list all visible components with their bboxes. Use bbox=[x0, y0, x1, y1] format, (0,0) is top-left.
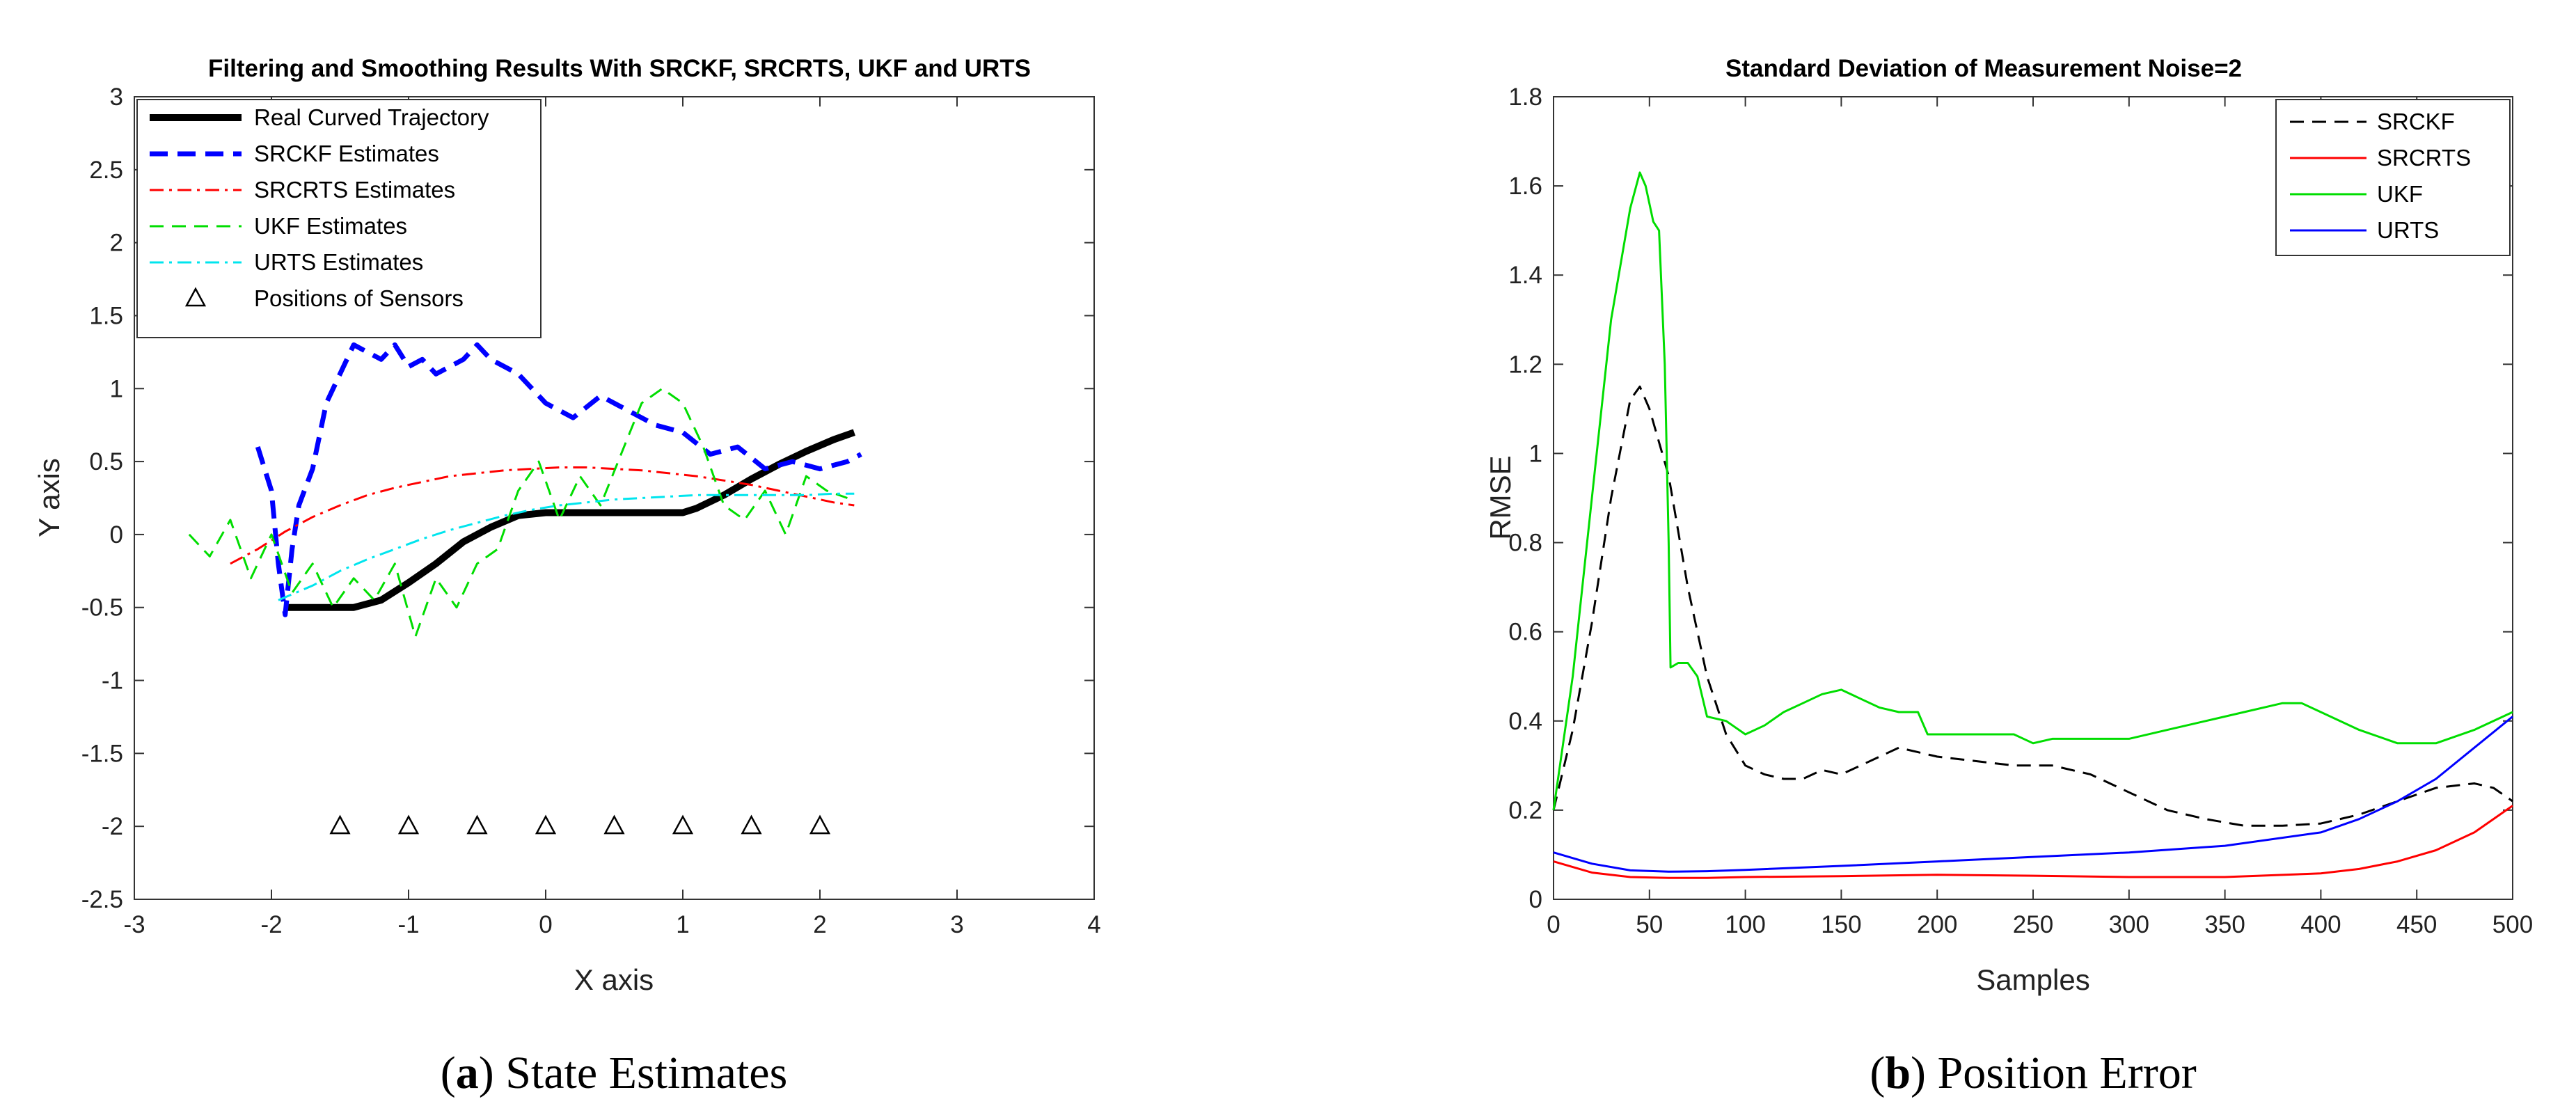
legend-label: SRCRTS Estimates bbox=[254, 177, 455, 203]
sensor-marker bbox=[809, 814, 831, 835]
panel-b-legend-box bbox=[2275, 99, 2511, 256]
sensor-marker bbox=[466, 814, 488, 835]
legend-label: SRCKF Estimates bbox=[254, 141, 439, 166]
y-tick-label: 2 bbox=[110, 230, 123, 257]
sensor-marker bbox=[535, 814, 557, 835]
legend-label: SRCRTS bbox=[2377, 145, 2471, 171]
panel-b-ticks: 0 50 100 150 200 250 300 350 400 450 500 0 0.2 0.4 0.6… bbox=[1508, 84, 2533, 938]
y-tick-label: 0.6 bbox=[1508, 619, 1542, 646]
x-tick-label: 500 bbox=[2492, 911, 2533, 938]
panel-b-title: Standard Deviation of Measurement Noise=… bbox=[1725, 55, 2242, 82]
y-tick-label: 1.5 bbox=[89, 302, 123, 329]
panel-a-legend-box bbox=[136, 99, 542, 338]
x-tick-label: 0 bbox=[1547, 911, 1560, 938]
panel-a-legend: Real Curved Trajectory SRCKF Estimates SRC… bbox=[136, 99, 542, 338]
y-tick-label: 1 bbox=[1529, 440, 1542, 467]
x-tick-label: 400 bbox=[2300, 911, 2341, 938]
y-tick-label: 0.4 bbox=[1508, 708, 1542, 735]
legend-label: SRCKF bbox=[2377, 109, 2455, 134]
y-tick-label: 0.5 bbox=[89, 448, 123, 475]
x-tick-label: 100 bbox=[1725, 911, 1765, 938]
series-line-3 bbox=[1553, 716, 2513, 873]
x-tick-label: 350 bbox=[2204, 911, 2245, 938]
panel-a-ylabel: Y axis bbox=[33, 458, 65, 537]
x-tick-label: 200 bbox=[1917, 911, 1957, 938]
legend-label: Real Curved Trajectory bbox=[254, 104, 489, 130]
panel-a: Filtering and Smoothing Results With SRC… bbox=[33, 55, 1101, 1098]
y-tick-label: 1.4 bbox=[1508, 262, 1542, 289]
y-tick-label: 1 bbox=[110, 375, 123, 402]
series-line-3 bbox=[188, 387, 848, 638]
y-tick-label: -0.5 bbox=[81, 594, 123, 622]
x-tick-label: 1 bbox=[676, 911, 689, 938]
x-tick-label: 2 bbox=[813, 911, 826, 938]
series-line-1 bbox=[1553, 805, 2513, 879]
y-tick-label: -2.5 bbox=[81, 886, 123, 913]
x-tick-label: -2 bbox=[260, 911, 282, 938]
panel-b-xlabel: Samples bbox=[1976, 963, 2089, 996]
series-line-2 bbox=[230, 466, 855, 565]
panel-a-xlabel: X axis bbox=[574, 963, 654, 996]
y-tick-label: 2.5 bbox=[89, 157, 123, 184]
y-tick-label: 1.8 bbox=[1508, 84, 1542, 111]
legend-label: UKF Estimates bbox=[254, 213, 407, 239]
y-tick-label: 0 bbox=[110, 521, 123, 548]
x-tick-label: 250 bbox=[2013, 911, 2053, 938]
y-tick-label: -2 bbox=[102, 813, 123, 840]
sensor-marker bbox=[329, 814, 351, 835]
sensor-marker bbox=[741, 814, 762, 835]
legend-label: UKF bbox=[2377, 181, 2423, 207]
x-tick-label: 300 bbox=[2109, 911, 2149, 938]
sensor-marker bbox=[672, 814, 694, 835]
y-tick-label: 3 bbox=[110, 84, 123, 111]
panel-a-caption: (a) State Estimates bbox=[441, 1048, 788, 1098]
legend-swatch bbox=[184, 287, 207, 307]
y-tick-label: 0.8 bbox=[1508, 530, 1542, 557]
x-tick-label: 4 bbox=[1087, 911, 1100, 938]
panel-b-legend: SRCKF SRCRTS UKF URTS bbox=[2275, 99, 2511, 256]
legend-label: URTS Estimates bbox=[254, 249, 423, 275]
series-line-4 bbox=[278, 492, 855, 601]
x-tick-label: 450 bbox=[2396, 911, 2437, 938]
legend-label: Positions of Sensors bbox=[254, 285, 464, 311]
x-tick-label: 50 bbox=[1636, 911, 1663, 938]
y-tick-label: -1 bbox=[102, 668, 123, 695]
panel-b-series bbox=[1552, 171, 2513, 879]
sensor-marker bbox=[603, 814, 625, 835]
panel-b-caption: (b) Position Error bbox=[1870, 1048, 2196, 1098]
legend-label: URTS bbox=[2377, 217, 2439, 243]
x-tick-label: 150 bbox=[1821, 911, 1861, 938]
x-tick-label: 3 bbox=[950, 911, 963, 938]
y-tick-label: 0.2 bbox=[1508, 797, 1542, 824]
series-line-0 bbox=[285, 429, 855, 611]
y-tick-label: 0 bbox=[1529, 886, 1542, 913]
series-line-2 bbox=[1552, 171, 2513, 811]
panel-b: Standard Deviation of Measurement Noise=… bbox=[1484, 55, 2533, 1098]
x-tick-label: -3 bbox=[123, 911, 145, 938]
y-tick-label: -1.5 bbox=[81, 740, 123, 767]
sensor-marker bbox=[397, 814, 420, 835]
series-line-0 bbox=[1552, 385, 2513, 827]
x-tick-label: 0 bbox=[539, 911, 552, 938]
y-tick-label: 1.6 bbox=[1508, 173, 1542, 200]
y-tick-label: 1.2 bbox=[1508, 351, 1542, 378]
panel-a-title: Filtering and Smoothing Results With SRC… bbox=[208, 55, 1031, 82]
series-line-1 bbox=[255, 342, 862, 617]
panel-a-ticks: -3 -2 -1 0 1 2 3 4 -2.5 -2 -1.5 -1 -0.5 0 0.5 1 1.5 2 2.5 3 bbox=[81, 84, 1101, 938]
x-tick-label: -1 bbox=[397, 911, 419, 938]
panel-a-series bbox=[188, 342, 862, 835]
panel-b-ylabel: RMSE bbox=[1484, 455, 1517, 539]
